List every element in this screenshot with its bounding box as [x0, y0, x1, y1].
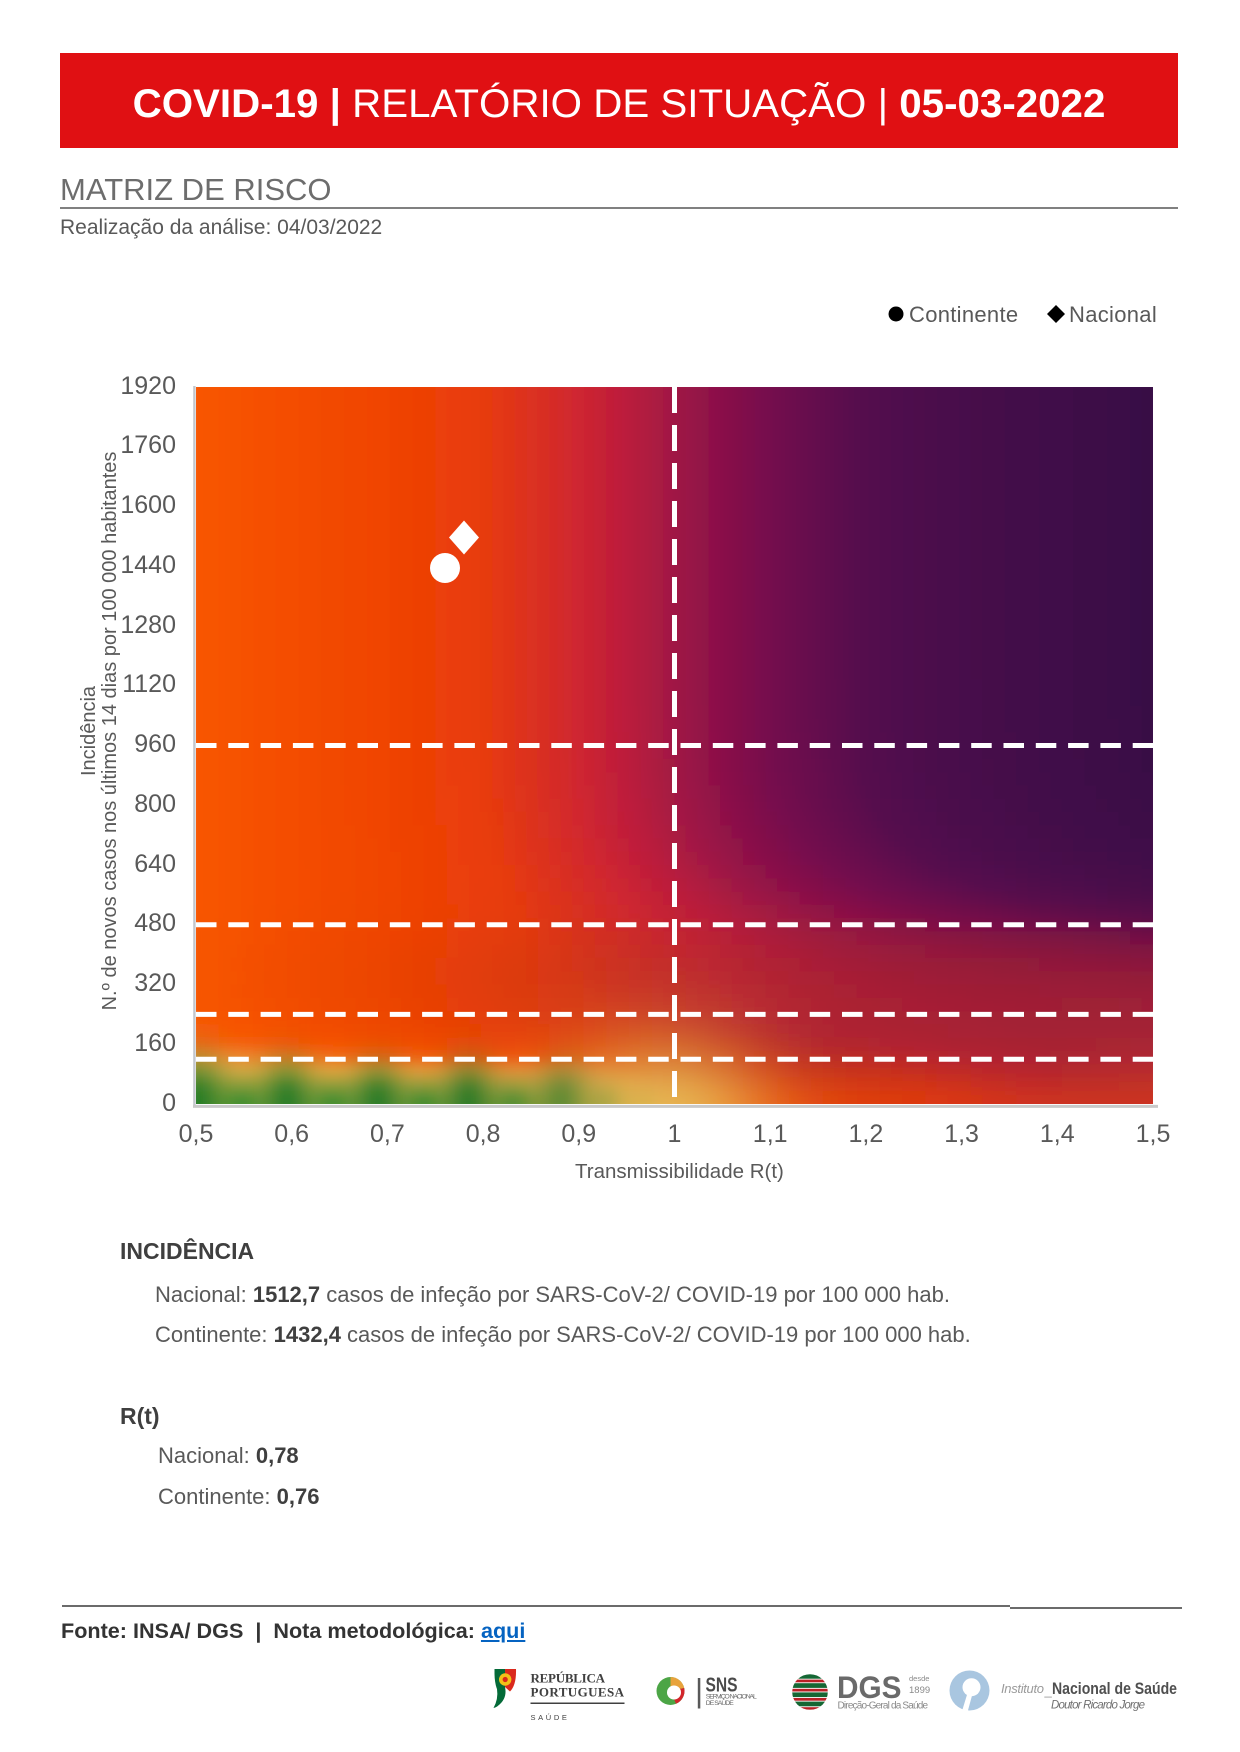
svg-text:SAÚDE: SAÚDE: [531, 1713, 569, 1722]
svg-text:Direção-Geral da Saúde: Direção-Geral da Saúde: [838, 1701, 929, 1712]
svg-text:SNS: SNS: [706, 1675, 738, 1697]
svg-text:PORTUGUESA: PORTUGUESA: [531, 1685, 625, 1700]
svg-text:_: _: [1044, 1683, 1053, 1698]
svg-text:Instituto: Instituto: [1001, 1681, 1044, 1696]
svg-text:SERVIÇO NACIONAL: SERVIÇO NACIONAL: [706, 1694, 757, 1701]
svg-text:desde: desde: [909, 1674, 929, 1683]
svg-text:DE SAÚDE: DE SAÚDE: [706, 1698, 734, 1707]
svg-text:REPÚBLICA: REPÚBLICA: [531, 1671, 607, 1686]
svg-text:DGS: DGS: [837, 1669, 902, 1705]
svg-text:Nacional de Saúde: Nacional de Saúde: [1052, 1680, 1177, 1698]
svg-text:1899: 1899: [909, 1685, 930, 1696]
svg-text:Doutor Ricardo Jorge: Doutor Ricardo Jorge: [1051, 1700, 1145, 1712]
